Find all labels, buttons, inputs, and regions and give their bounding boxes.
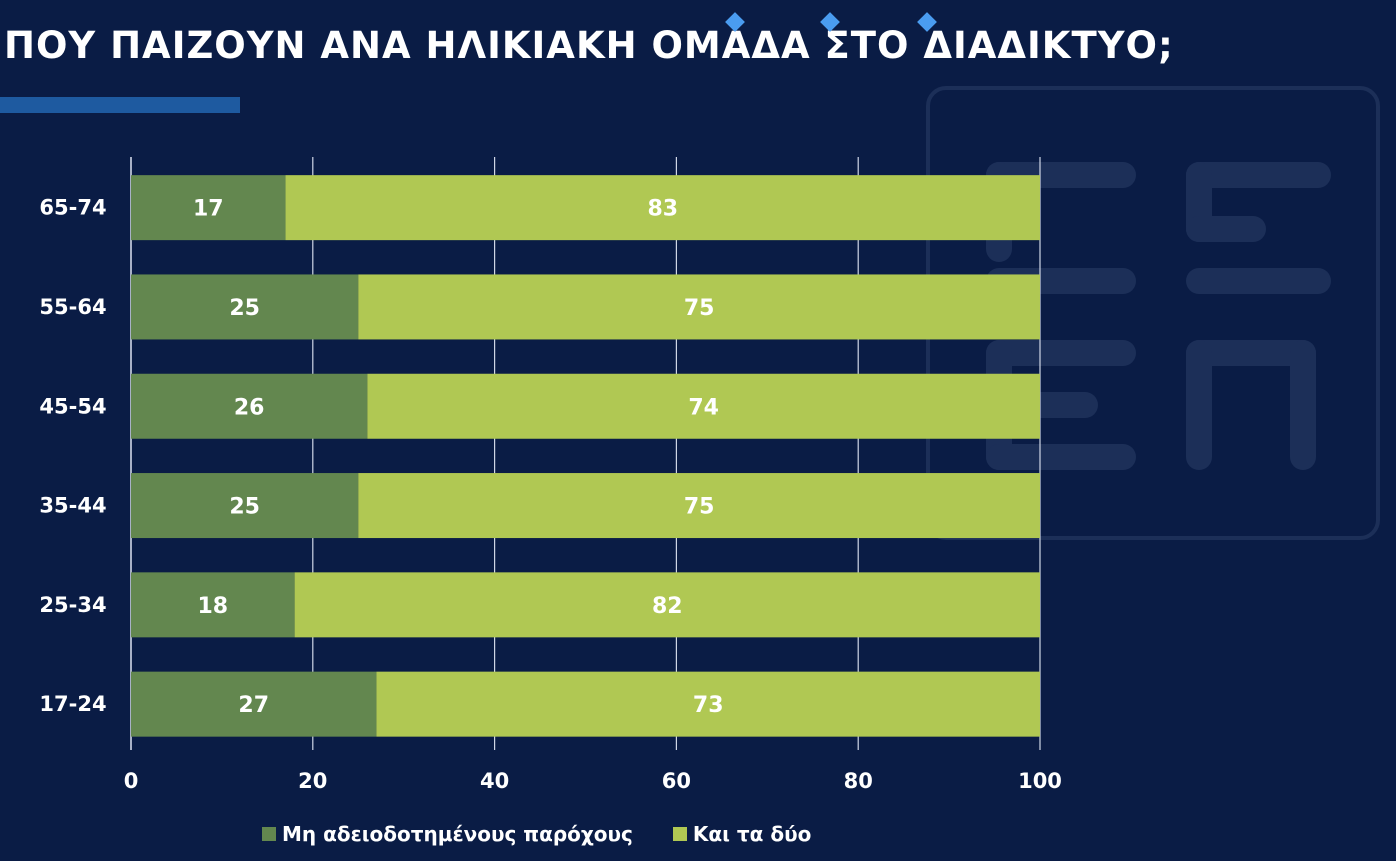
bar-segment <box>131 175 286 241</box>
bar-segment <box>294 572 1040 638</box>
bar-segment <box>358 274 1040 340</box>
legend-label: Και τα δύο <box>692 822 812 846</box>
x-tick-label: 40 <box>480 769 509 793</box>
legend-swatch <box>262 827 276 841</box>
data-label: 75 <box>684 495 715 520</box>
bar-segment <box>367 373 1041 439</box>
legend-swatch <box>672 827 687 841</box>
data-label: 27 <box>238 693 269 718</box>
legend-item-series-1: Και τα δύο <box>672 822 812 846</box>
legend-item-series-0: Μη αδειοδοτημένους παρόχους <box>262 822 633 846</box>
bar-segment <box>131 671 377 737</box>
category-label: 65-74 <box>39 196 106 220</box>
bar-segment <box>131 373 368 439</box>
category-label: 55-64 <box>39 295 106 319</box>
category-label: 17-24 <box>39 692 106 716</box>
legend-label: Μη αδειοδοτημένους παρόχους <box>282 822 633 846</box>
category-label: 45-54 <box>39 394 106 418</box>
x-tick-label: 60 <box>662 769 691 793</box>
data-label: 83 <box>647 197 678 222</box>
x-tick-label: 80 <box>844 769 873 793</box>
bar-segment <box>131 473 359 539</box>
bar-segment <box>131 274 359 340</box>
page-title: ΠΟΥ ΠΑΙΖΟΥΝ ΑΝΑ ΗΛΙΚΙΑΚΗ ΟΜΑΔΑ ΣΤΟ ΔΙΑΔΙ… <box>4 24 1174 67</box>
data-label: 25 <box>229 495 260 520</box>
x-tick-label: 0 <box>124 769 139 793</box>
data-label: 82 <box>652 594 683 619</box>
bar-segment <box>285 175 1040 241</box>
title-underline <box>0 97 240 113</box>
bar-segment <box>376 671 1040 737</box>
chart-legend: Μη αδειοδοτημένους παρόχους Και τα δύο <box>262 822 811 846</box>
data-label: 17 <box>193 197 224 222</box>
category-label: 25-34 <box>39 593 106 617</box>
bar-segment <box>358 473 1040 539</box>
bar-segment <box>131 572 295 638</box>
x-tick-label: 100 <box>1018 769 1062 793</box>
data-label: 26 <box>234 395 265 420</box>
data-label: 25 <box>229 296 260 321</box>
data-label: 18 <box>197 594 228 619</box>
data-label: 75 <box>684 296 715 321</box>
data-label: 73 <box>693 693 724 718</box>
category-label: 35-44 <box>39 494 106 518</box>
x-tick-label: 20 <box>298 769 327 793</box>
data-label: 74 <box>688 395 719 420</box>
